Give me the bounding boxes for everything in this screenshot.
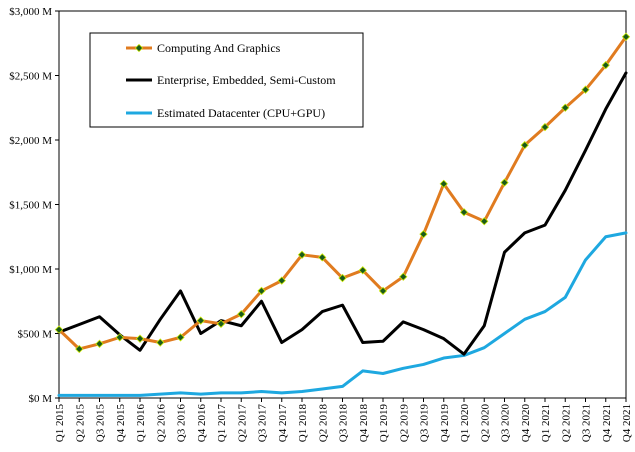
x-tick-label: Q1 2017: [216, 404, 228, 443]
data-point-marker: [358, 266, 367, 275]
x-tick-label: Q2 2016: [155, 404, 167, 443]
data-point-marker: [601, 61, 610, 70]
legend-marker: [134, 43, 144, 53]
series-lines: [54, 32, 631, 397]
data-point-marker: [196, 316, 205, 325]
x-tick-label: Q2 2019: [398, 404, 410, 443]
x-tick-label: Q2 2020: [479, 404, 491, 443]
y-tick-label: $3,000 M: [9, 6, 52, 18]
data-point-marker: [216, 319, 226, 328]
axes: $0 M $500 M $1,000 M $1,500 M $2,000 M $2,500…: [9, 6, 633, 442]
x-tick-label: Q1 2016: [135, 404, 147, 443]
y-tick-label: $2,500 M: [9, 71, 52, 83]
data-point-marker: [237, 309, 246, 319]
x-tick-label: Q1 2018: [297, 404, 309, 443]
legend-label: Estimated Datacenter (CPU+GPU): [157, 106, 325, 120]
x-tick-label: Q4 2017: [277, 404, 289, 443]
data-point-marker: [95, 339, 104, 348]
x-tick-label: Q3 2015: [95, 404, 107, 443]
x-tick-label: Q1 2020: [459, 404, 471, 443]
x-tick-label: Q2 2018: [317, 404, 329, 443]
data-point-marker: [399, 272, 408, 281]
data-point-marker: [318, 253, 327, 262]
data-point-marker: [419, 230, 428, 239]
x-tick-label: Q3 2020: [500, 404, 512, 443]
data-point-marker: [459, 208, 469, 217]
x-tick-label: Q1 2021: [540, 404, 552, 442]
x-tick-label: Q4 2019: [439, 404, 451, 443]
x-tick-label: Q1 2019: [378, 404, 390, 443]
x-tick-label: Q2 2015: [74, 404, 86, 443]
data-point-marker: [156, 338, 165, 347]
x-tick-label: Q3 2017: [257, 404, 269, 443]
y-tick-label: $1,000 M: [9, 264, 52, 276]
legend: Computing And Graphics Enterprise, Embedd…: [89, 32, 364, 128]
data-point-marker: [621, 32, 631, 41]
x-tick-label: Q4 2015: [115, 404, 127, 443]
data-point-marker: [561, 103, 570, 112]
x-tick-label: Q1 2015: [54, 404, 66, 443]
data-point-marker: [257, 286, 266, 296]
x-tick-label: Q3 2021: [581, 404, 593, 442]
data-point-marker: [338, 273, 347, 283]
data-point-marker: [540, 122, 550, 132]
y-tick-label: $2,000 M: [9, 135, 52, 147]
data-point-marker: [480, 217, 489, 226]
x-tick-label: Q4 2021: [601, 404, 613, 442]
x-tick-label: Q2 2017: [236, 404, 248, 443]
data-point-marker: [115, 333, 124, 342]
x-tick-label: Q4 2018: [358, 404, 370, 443]
x-tick-label: Q4 2020: [520, 404, 532, 443]
series-line: [57, 231, 628, 397]
x-tick-label: Q4 2021: [621, 404, 633, 442]
x-tick-label: Q3 2018: [338, 404, 350, 443]
y-tick-label: $0 M: [28, 393, 52, 405]
data-point-marker: [54, 325, 64, 334]
data-point-marker: [176, 333, 185, 342]
x-tick-label: Q3 2019: [419, 404, 431, 443]
data-point-marker: [378, 286, 388, 296]
x-tick-label: Q3 2016: [176, 404, 188, 443]
series-line: [57, 71, 628, 356]
legend-label: Computing And Graphics: [157, 41, 281, 55]
legend-label: Enterprise, Embedded, Semi-Custom: [157, 73, 336, 87]
data-point-marker: [439, 179, 448, 189]
data-point-marker: [135, 334, 145, 343]
y-tick-label: $500 M: [17, 329, 52, 341]
y-tick-label: $1,500 M: [9, 200, 52, 212]
data-point-marker: [581, 85, 590, 94]
data-point-marker: [75, 344, 84, 354]
data-point-marker: [277, 276, 286, 285]
x-tick-label: Q4 2016: [196, 404, 208, 443]
data-point-marker: [297, 250, 307, 259]
data-point-marker: [520, 140, 529, 150]
x-tick-label: Q2 2021: [560, 404, 572, 442]
data-point-marker: [500, 178, 509, 187]
